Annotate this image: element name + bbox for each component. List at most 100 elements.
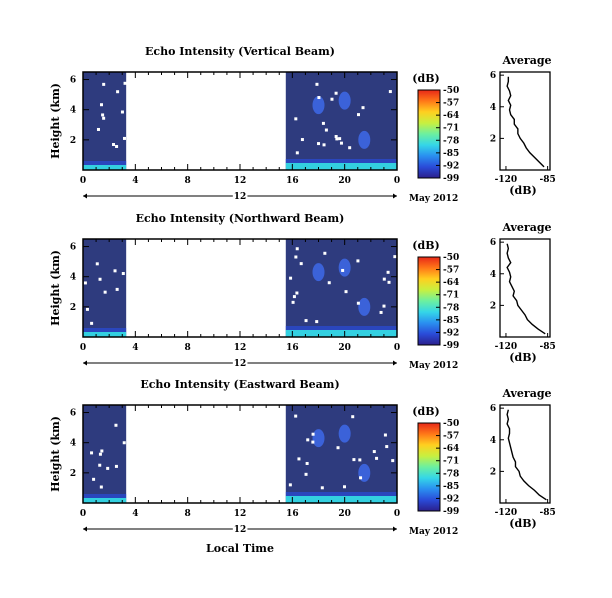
missing-pixel [386, 270, 390, 274]
profile-x-tick-label: -85 [539, 508, 555, 518]
surface-echo-band [285, 496, 397, 503]
missing-pixel [344, 290, 348, 294]
missing-pixel [101, 113, 105, 117]
colorbar-tick-label: -57 [443, 99, 459, 109]
missing-pixel [315, 320, 319, 324]
surface-echo-band [285, 330, 397, 337]
missing-pixel [383, 433, 387, 437]
panel-title: Echo Intensity (Vertical Beam) [145, 45, 335, 58]
y-tick-label: 2 [70, 469, 76, 479]
missing-pixel [327, 281, 331, 285]
profile-y-tick-label: 6 [490, 238, 496, 248]
colorbar-tick-label: -71 [443, 291, 459, 301]
profile-title: Average [501, 387, 551, 400]
missing-pixel [95, 262, 99, 266]
missing-pixel [103, 290, 107, 294]
profile-y-tick-label: 6 [490, 71, 496, 81]
profile-frame [499, 404, 551, 504]
x-tick-label: 12 [234, 509, 247, 519]
missing-pixel [311, 432, 315, 436]
y-tick-label: 6 [70, 76, 76, 86]
missing-pixel [393, 255, 397, 259]
colorbar-tick-label: -50 [443, 253, 459, 263]
y-tick-label: 6 [70, 243, 76, 253]
missing-pixel [122, 136, 126, 140]
colorbar-tick-label: -92 [443, 328, 459, 338]
colorbar [417, 422, 441, 512]
missing-pixel [311, 440, 315, 444]
missing-pixel [387, 280, 391, 284]
missing-pixel [375, 456, 379, 460]
echo-blob [338, 91, 351, 110]
profile-y-tick-label: 2 [490, 134, 496, 144]
panel-1: Echo Intensity (Vertical Beam) 0 4 8 12 16 20 0… [49, 45, 556, 204]
echo-blob [358, 297, 371, 316]
missing-pixel [120, 110, 124, 114]
missing-pixel [324, 128, 328, 132]
missing-pixel [122, 441, 126, 445]
x-tick-label: 20 [338, 176, 351, 186]
x-tick-label: 20 [338, 509, 351, 519]
date-label: May 2012 [409, 527, 458, 537]
y-tick-label: 4 [70, 439, 76, 449]
missing-pixel [336, 446, 340, 450]
x-tick-label: 0 [394, 343, 400, 353]
echo-field-segment [83, 72, 127, 170]
profile-line [506, 409, 547, 501]
profile-y-tick-label: 2 [490, 301, 496, 311]
colorbar-tick-label: -85 [443, 316, 459, 326]
colorbar-tick-label: -57 [443, 266, 459, 276]
missing-pixel [100, 449, 104, 453]
missing-pixel [335, 137, 339, 141]
panel-3: Echo Intensity (Eastward Beam) 0 4 8 12 16 20 0… [49, 378, 556, 555]
missing-pixel [358, 458, 362, 462]
missing-pixel [294, 117, 298, 121]
colorbar-tick-label: -92 [443, 161, 459, 171]
profile-y-tick-label: 6 [490, 404, 496, 414]
missing-pixel [356, 113, 360, 117]
missing-pixel [321, 121, 325, 125]
missing-pixel [123, 81, 127, 85]
missing-pixel [382, 304, 386, 308]
echo-blob [312, 263, 325, 282]
missing-pixel [295, 247, 299, 251]
colorbar-tick-label: -57 [443, 432, 459, 442]
y-tick-label: 6 [70, 409, 76, 419]
colorbar [417, 89, 441, 179]
x-tick-label: 12 [234, 176, 247, 186]
missing-pixel [90, 451, 94, 455]
y-tick-label: 4 [70, 273, 76, 283]
missing-pixel [92, 477, 96, 481]
missing-pixel [351, 415, 355, 419]
x-tick-label: 0 [80, 176, 86, 186]
x-tick-label: 4 [132, 343, 138, 353]
missing-pixel [300, 138, 304, 142]
missing-pixel [98, 463, 102, 467]
missing-pixel [372, 450, 376, 454]
missing-pixel [295, 291, 299, 295]
profile-line [506, 76, 545, 168]
profile-x-tick-label: -120 [495, 175, 518, 185]
surface-echo-band [83, 498, 127, 503]
date-center-label: 12 [234, 359, 247, 369]
profile-y-tick-label: 4 [490, 270, 496, 280]
colorbar-tick-label: -78 [443, 469, 459, 479]
echo-field-segment [285, 239, 397, 337]
colorbar [417, 256, 441, 346]
colorbar-tick-label: -50 [443, 86, 459, 96]
missing-pixel [352, 458, 356, 462]
date-label: May 2012 [409, 361, 458, 371]
missing-pixel [102, 82, 106, 86]
missing-pixel [96, 127, 100, 131]
colorbar-label: (dB) [412, 72, 439, 85]
echo-blob [312, 96, 325, 115]
missing-pixel [305, 461, 309, 465]
missing-pixel [106, 466, 110, 470]
missing-pixel [113, 269, 117, 273]
colorbar-tick-label: -99 [443, 507, 459, 517]
missing-pixel [385, 445, 389, 449]
missing-pixel [356, 301, 360, 305]
x-tick-label: 16 [286, 509, 299, 519]
y-tick-label: 4 [70, 106, 76, 116]
